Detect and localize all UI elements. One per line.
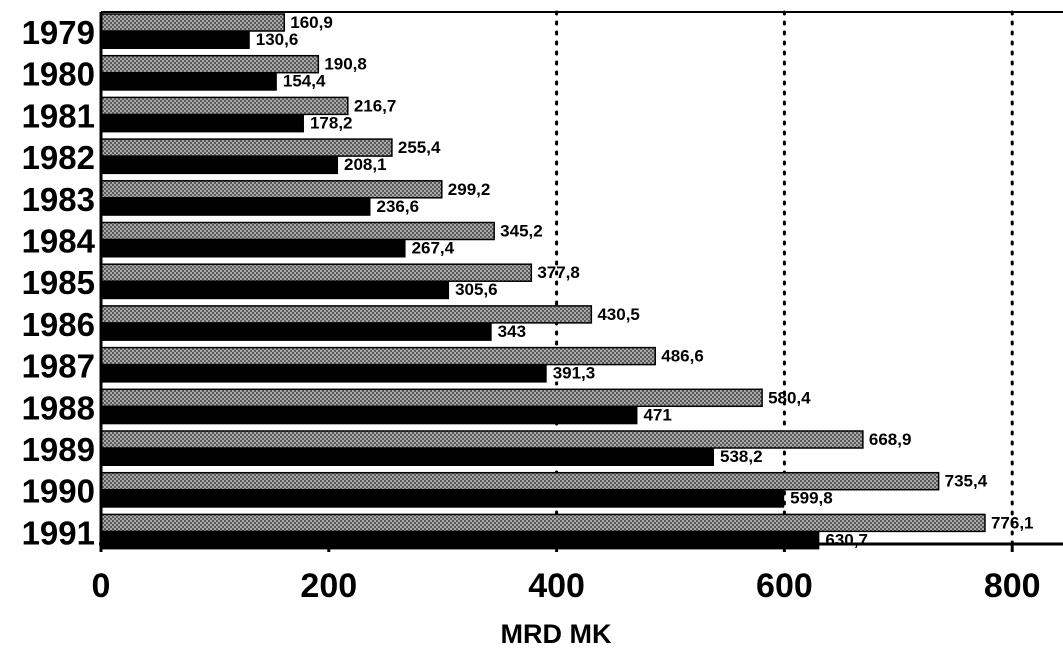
y-tick-1979: 1979 bbox=[22, 14, 95, 51]
bar-1986-solid bbox=[101, 322, 492, 341]
data-label-1979-solid: 130,6 bbox=[256, 30, 299, 49]
y-tick-labels: 1979 1980 1981 1982 1983 1984 1985 1986 1987 1988… bbox=[22, 14, 96, 551]
x-tick-0: 0 bbox=[92, 567, 111, 605]
bar-1983-solid bbox=[101, 197, 371, 216]
x-axis-label: MRD MK bbox=[501, 619, 612, 649]
bar-1991-hatched bbox=[100, 513, 986, 533]
bar-1987-solid bbox=[101, 364, 547, 383]
y-tick-1980: 1980 bbox=[22, 56, 95, 93]
bar-1986-hatched bbox=[100, 305, 593, 324]
y-tick-1987: 1987 bbox=[22, 348, 95, 385]
y-tick-1991: 1991 bbox=[22, 514, 95, 551]
bar-1979-solid bbox=[101, 31, 250, 49]
data-label-1982-hatched: 255,4 bbox=[398, 138, 441, 157]
data-label-bg-1986 bbox=[493, 323, 532, 340]
bar-1987-hatched bbox=[100, 346, 656, 366]
y-tick-1982: 1982 bbox=[22, 139, 95, 176]
y-tick-1988: 1988 bbox=[22, 389, 95, 426]
bar-1988-solid bbox=[101, 406, 638, 425]
data-label-bg-1988 bbox=[639, 407, 678, 424]
data-label-1981-solid: 178,2 bbox=[310, 113, 353, 132]
data-label-1983-hatched: 299,2 bbox=[448, 180, 491, 199]
y-tick-1989: 1989 bbox=[22, 431, 95, 468]
data-label-bg-1984 bbox=[407, 240, 466, 257]
y-tick-1985: 1985 bbox=[22, 264, 95, 301]
bar-1984-hatched bbox=[100, 221, 495, 241]
x-tick-600: 600 bbox=[756, 567, 813, 605]
data-label-1979-hatched: 160,9 bbox=[290, 13, 333, 32]
x-tick-labels: 0 200 400 600 800 bbox=[92, 567, 1041, 605]
data-label-1985-hatched: 377,8 bbox=[537, 263, 580, 282]
data-label-bg-1980 bbox=[278, 73, 337, 90]
data-label-1990-solid: 599,8 bbox=[790, 489, 833, 508]
bar-1984-solid bbox=[101, 239, 406, 258]
bar-1982-hatched bbox=[100, 138, 393, 157]
bar-1982-solid bbox=[101, 156, 339, 175]
bar-1990-hatched bbox=[100, 471, 940, 491]
data-label-1987-hatched: 486,6 bbox=[661, 347, 704, 366]
data-label-1989-hatched: 668,9 bbox=[869, 430, 912, 449]
data-label-bg-1987 bbox=[548, 365, 607, 382]
data-label-1990-hatched: 735,4 bbox=[945, 472, 988, 491]
data-label-1980-solid: 154,4 bbox=[283, 72, 326, 91]
bar-1981-solid bbox=[101, 114, 304, 133]
data-label-1989-solid: 538,2 bbox=[720, 447, 763, 466]
data-label-1991-solid: 630,7 bbox=[825, 530, 868, 549]
bar-1989-hatched bbox=[100, 430, 864, 449]
bar-1983-hatched bbox=[100, 180, 443, 199]
bar-1985-solid bbox=[101, 281, 450, 300]
data-label-1984-solid: 267,4 bbox=[412, 239, 455, 258]
bar-1988-hatched bbox=[100, 388, 763, 408]
y-tick-1983: 1983 bbox=[22, 181, 95, 218]
data-label-1991-hatched: 776,1 bbox=[991, 513, 1034, 532]
data-label-bg-1985 bbox=[451, 282, 510, 299]
data-label-1986-hatched: 430,5 bbox=[597, 305, 640, 324]
bars bbox=[100, 13, 986, 550]
x-tick-800: 800 bbox=[984, 567, 1041, 605]
y-tick-1981: 1981 bbox=[22, 97, 95, 134]
data-label-1984-hatched: 345,2 bbox=[500, 222, 543, 241]
data-label-1985-solid: 305,6 bbox=[455, 280, 498, 299]
x-tick-400: 400 bbox=[528, 567, 585, 605]
axes bbox=[99, 11, 1063, 552]
bar-1980-hatched bbox=[100, 54, 320, 74]
data-label-1987-solid: 391,3 bbox=[553, 364, 596, 383]
data-label-1981-hatched: 216,7 bbox=[354, 96, 397, 115]
data-label-bg-1983 bbox=[372, 198, 431, 215]
data-label-bg-1989 bbox=[716, 449, 775, 465]
data-label-1980-hatched: 190,8 bbox=[324, 55, 367, 74]
bar-1989-solid bbox=[101, 448, 715, 466]
data-label-1986-solid: 343 bbox=[498, 322, 526, 341]
y-tick-1990: 1990 bbox=[22, 473, 95, 510]
bar-1985-hatched bbox=[100, 263, 533, 282]
y-tick-1986: 1986 bbox=[22, 306, 95, 343]
data-label-1988-hatched: 580,4 bbox=[768, 388, 811, 407]
bar-1990-solid bbox=[101, 489, 785, 508]
data-label-bg-1979 bbox=[251, 32, 310, 48]
data-label-bg-1990 bbox=[786, 490, 845, 507]
data-label-bg-1982 bbox=[340, 157, 399, 174]
x-tick-200: 200 bbox=[300, 567, 357, 605]
bar-1981-hatched bbox=[100, 96, 349, 116]
data-label-1982-solid: 208,1 bbox=[344, 155, 387, 174]
data-label-1988-solid: 471 bbox=[643, 405, 671, 424]
data-label-1983-solid: 236,6 bbox=[376, 197, 419, 216]
data-label-bg-1981 bbox=[305, 115, 364, 132]
y-tick-1984: 1984 bbox=[22, 223, 96, 260]
bar-1980-solid bbox=[101, 72, 277, 91]
bar-1991-solid bbox=[101, 531, 820, 550]
bar-1979-hatched bbox=[100, 13, 286, 32]
